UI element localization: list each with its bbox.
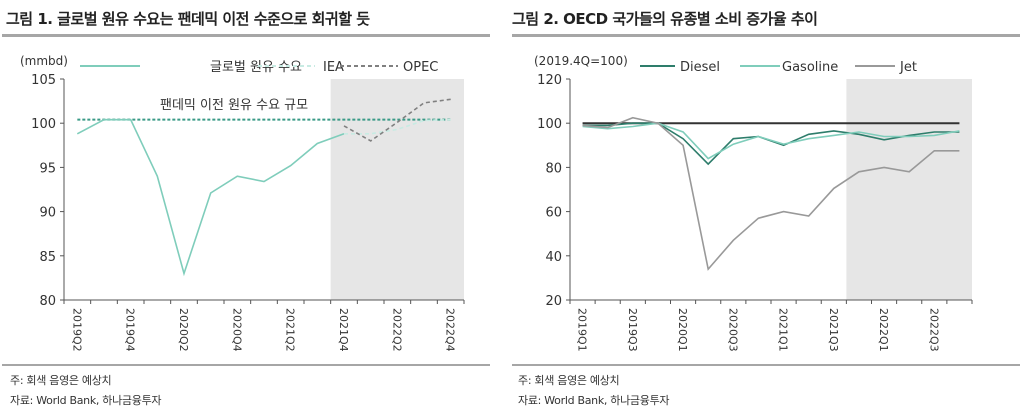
chart1-title: 그림 1. 글로벌 원유 수요는 팬데믹 이전 수준으로 회귀할 듯	[6, 10, 370, 28]
legend-label: Jet	[899, 60, 917, 75]
chart2-source: 자료: World Bank, 하나금융투자	[518, 394, 670, 407]
x-tick-label: 2019Q2	[70, 308, 83, 352]
y-tick-label: 90	[39, 206, 56, 221]
forecast-shading	[330, 79, 464, 300]
y-tick-label: 100	[31, 117, 56, 132]
chart1: 80 85 90 95 100 105 2019Q2 2019Q4 2020Q2 2020Q4 20…	[20, 54, 465, 352]
y-tick-label: 105	[31, 73, 56, 88]
x-tick-label: 2019Q3	[626, 308, 639, 352]
x-tick-label: 2021Q1	[777, 308, 790, 352]
x-tick-label: 2022Q3	[927, 308, 940, 352]
legend-label: Diesel	[680, 60, 720, 75]
y-tick-label: 20	[545, 294, 562, 309]
chart1-title-rule	[2, 34, 490, 37]
chart2-title-rule	[512, 34, 1020, 37]
series-line-3	[582, 116, 960, 271]
y-tick-label: 80	[39, 294, 56, 309]
y-tick-label: 85	[39, 250, 56, 265]
x-tick-label: 2019Q1	[576, 308, 589, 352]
chart2-bottom-rule	[512, 364, 1020, 366]
chart2-note: 주: 회색 음영은 예상치	[518, 374, 620, 387]
x-tick-label: 2021Q4	[337, 308, 350, 352]
x-tick-label: 2019Q4	[124, 308, 137, 352]
x-tick-label: 2020Q1	[676, 308, 689, 352]
reference-line-label: 팬데믹 이전 원유 수요 규모	[160, 98, 308, 113]
y-tick-label: 80	[545, 161, 562, 176]
forecast-shading	[846, 79, 972, 300]
y-tick-label: 120	[537, 73, 562, 88]
chart2: 20 40 60 80 100 120 2019Q1 2019Q3 2020Q1 2020Q3 20…	[534, 54, 973, 352]
y-tick-label: 40	[545, 250, 562, 265]
legend-label: 글로벌 원유 수요	[210, 60, 302, 75]
chart1-source: 자료: World Bank, 하나금융투자	[10, 394, 162, 407]
x-tick-label: 2020Q4	[230, 308, 243, 352]
x-tick-label: 2020Q3	[726, 308, 739, 352]
x-tick-label: 2021Q3	[827, 308, 840, 352]
series-line-2	[582, 122, 960, 160]
chart1-note: 주: 회색 음영은 예상치	[10, 374, 112, 387]
series-line-1	[76, 118, 345, 277]
legend-label: Gasoline	[782, 60, 838, 75]
x-tick-label: 2022Q1	[877, 308, 890, 352]
legend-label: IEA	[323, 60, 344, 75]
x-tick-label: 2020Q2	[177, 308, 190, 352]
y-tick-label: 95	[39, 161, 56, 176]
x-tick-label: 2022Q2	[390, 308, 403, 352]
x-tick-label: 2022Q4	[444, 308, 457, 352]
series-line-2	[344, 118, 451, 135]
x-tick-label: 2021Q2	[284, 308, 297, 352]
chart2-title: 그림 2. OECD 국가들의 유종별 소비 증가율 추이	[512, 10, 818, 28]
y-tick-label: 60	[545, 206, 562, 221]
chart1-bottom-rule	[2, 364, 490, 366]
y-tick-label: 100	[537, 117, 562, 132]
y-axis-label: (mmbd)	[20, 54, 68, 68]
legend-label: OPEC	[403, 60, 438, 75]
y-axis-label: (2019.4Q=100)	[534, 54, 628, 68]
